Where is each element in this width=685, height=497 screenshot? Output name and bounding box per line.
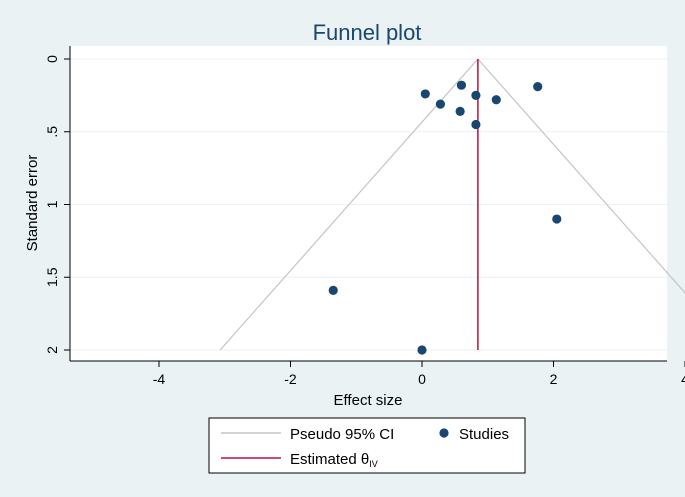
grid-lines: [70, 58, 667, 351]
study-point-3: [455, 106, 465, 116]
legend-estimate-subscript: IV: [369, 459, 378, 469]
study-point-4: [471, 90, 481, 100]
study-point-0: [420, 89, 430, 99]
ci-line-left: [219, 58, 479, 351]
y-axis-ticks: 0 .5 1 1.5 2: [44, 55, 70, 354]
y-tick-label-1: .5: [44, 126, 60, 138]
study-point-7: [533, 82, 543, 92]
x-tick-label-3: 2: [550, 371, 558, 387]
y-axis-title: Standard error: [24, 155, 41, 252]
study-point-8: [552, 214, 562, 224]
x-axis-ticks: -4 -2 0 2 4: [153, 361, 685, 387]
legend-studies-label: Studies: [459, 426, 509, 443]
legend-estimate-label: Estimated θIV: [290, 451, 378, 469]
legend-box: [208, 417, 526, 474]
study-point-6: [491, 95, 501, 105]
study-point-2: [456, 80, 467, 90]
chart-title: Funnel plot: [313, 20, 422, 45]
pseudo-ci-lines: [219, 58, 685, 351]
x-axis-title: Effect size: [334, 392, 403, 409]
x-tick-label-1: -2: [284, 371, 297, 387]
x-tick-label-4: 4: [681, 371, 685, 387]
y-tick-label-4: 2: [44, 346, 60, 354]
legend-ci-label: Pseudo 95% CI: [290, 426, 394, 443]
study-point-5: [471, 119, 481, 130]
study-point-10: [417, 345, 427, 355]
x-tick-label-0: -4: [153, 371, 166, 387]
y-tick-label-3: 1.5: [44, 267, 60, 287]
y-tick-label-0: 0: [44, 55, 60, 63]
plot-area: [70, 46, 667, 361]
study-point-1: [435, 99, 446, 109]
study-point-9: [328, 285, 338, 295]
legend-estimate-text: Estimated θ: [290, 451, 369, 468]
legend-studies-marker: [439, 428, 449, 438]
study-points: [328, 80, 562, 355]
legend: Pseudo 95% CI Studies Estimated θIV: [208, 417, 526, 474]
y-tick-label-2: 1: [44, 200, 60, 208]
ci-line-right: [477, 58, 685, 294]
x-tick-label-2: 0: [418, 371, 426, 387]
